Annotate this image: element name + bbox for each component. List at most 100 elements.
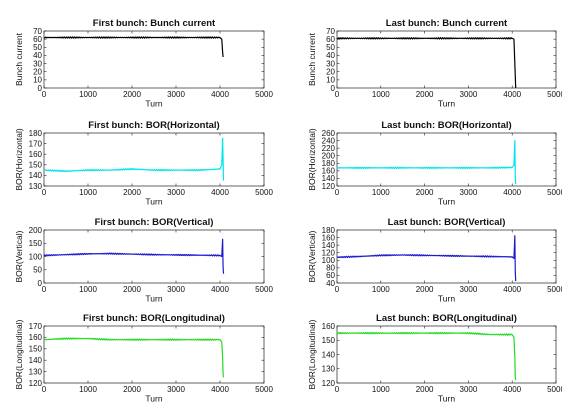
- plot-frame: [43, 229, 265, 284]
- x-axis-label: Turn: [145, 294, 162, 304]
- y-tick-label: 0: [38, 279, 43, 288]
- y-tick-label: 50: [326, 43, 335, 52]
- x-tick-label: 0: [42, 385, 47, 394]
- x-tick-label: 4000: [211, 90, 229, 99]
- plot-frame: [336, 132, 557, 187]
- series-line: [43, 238, 225, 274]
- x-tick-label: 5000: [547, 385, 562, 394]
- chart-panel-8: Last bunch: BOR(Longitudinal) 0 1000 2000 30…: [307, 313, 562, 404]
- x-tick-label: 2000: [123, 188, 141, 197]
- chart-title: Last bunch: BOR(Longitudinal): [376, 313, 517, 324]
- chart-title: Last bunch: BOR(Horizontal): [381, 120, 511, 131]
- y-axis-label: Bunch current: [14, 32, 24, 86]
- y-tick-label: 70: [326, 27, 335, 36]
- x-tick-label: 3000: [167, 90, 185, 99]
- y-tick-label: 170: [29, 139, 43, 148]
- x-tick-label: 5000: [547, 90, 562, 99]
- y-tick-label: 150: [29, 161, 43, 170]
- series-line: [43, 137, 225, 181]
- y-tick-label: 20: [33, 68, 42, 77]
- x-tick-label: 4000: [211, 385, 229, 394]
- y-axis-label: BOR(Horizontal): [307, 128, 317, 191]
- y-tick-label: 130: [322, 365, 336, 374]
- x-tick-label: 5000: [255, 90, 273, 99]
- x-tick-label: 0: [42, 285, 47, 294]
- y-tick-label: 150: [29, 345, 43, 354]
- y-tick-label: 140: [29, 356, 43, 365]
- y-tick-label: 0: [38, 84, 43, 93]
- y-tick-label: 60: [33, 35, 42, 44]
- x-tick-label: 0: [42, 188, 47, 197]
- x-tick-label: 3000: [167, 188, 185, 197]
- y-tick-label: 30: [33, 59, 42, 68]
- x-tick-label: 1000: [372, 385, 390, 394]
- x-tick-label: 0: [335, 188, 340, 197]
- y-tick-label: 50: [33, 43, 42, 52]
- x-tick-label: 3000: [460, 90, 478, 99]
- plot-frame: [336, 325, 557, 384]
- chart-panel-6: Last bunch: BOR(Vertical) 0 1000 2000 3000 40…: [307, 217, 562, 304]
- y-axis-label: Bunch current: [307, 32, 317, 86]
- x-axis-label: Turn: [438, 99, 455, 109]
- series-line: [336, 37, 517, 89]
- x-tick-label: 5000: [255, 285, 273, 294]
- y-tick-label: 80: [326, 264, 335, 273]
- x-tick-label: 2000: [123, 385, 141, 394]
- x-tick-label: 1000: [79, 90, 97, 99]
- x-tick-label: 4000: [503, 385, 521, 394]
- y-tick-label: 160: [322, 233, 336, 242]
- y-tick-label: 40: [326, 279, 335, 288]
- x-tick-label: 2000: [416, 188, 434, 197]
- y-tick-label: 130: [29, 367, 43, 376]
- chart-title: Last bunch: Bunch current: [386, 18, 508, 29]
- y-tick-label: 130: [29, 182, 43, 191]
- x-tick-label: 4000: [503, 188, 521, 197]
- x-tick-label: 0: [335, 285, 340, 294]
- y-tick-label: 10: [326, 76, 335, 85]
- chart-panel-1: First bunch: Bunch current 0 1000 2000 3000 4…: [14, 18, 273, 109]
- x-tick-label: 4000: [503, 90, 521, 99]
- y-tick-label: 150: [29, 239, 43, 248]
- x-tick-label: 2000: [416, 90, 434, 99]
- x-axis-label: Turn: [438, 197, 455, 207]
- chart-title: Last bunch: BOR(Vertical): [388, 217, 506, 228]
- x-tick-label: 1000: [372, 90, 390, 99]
- x-tick-label: 1000: [79, 188, 97, 197]
- x-tick-label: 2000: [123, 285, 141, 294]
- x-tick-label: 3000: [167, 385, 185, 394]
- series-line: [336, 235, 517, 282]
- plot-frame: [43, 132, 265, 187]
- x-tick-label: 3000: [460, 285, 478, 294]
- y-tick-label: 140: [322, 174, 336, 183]
- plot-frame: [336, 30, 557, 89]
- chart-panel-5: First bunch: BOR(Vertical)0 1000 2000 3000 4…: [14, 217, 273, 304]
- chart-panel-7: First bunch: BOR(Longitudinal) 0 1000 2000 3…: [14, 313, 273, 404]
- x-axis-label: Turn: [438, 294, 455, 304]
- y-tick-label: 40: [33, 51, 42, 60]
- plot-frame: [43, 30, 265, 89]
- x-tick-label: 4000: [503, 285, 521, 294]
- x-tick-label: 1000: [79, 285, 97, 294]
- y-axis-label: BOR(Longitudinal): [14, 319, 24, 389]
- y-tick-label: 120: [322, 182, 336, 191]
- y-tick-label: 120: [322, 249, 336, 258]
- y-tick-label: 140: [322, 350, 336, 359]
- y-tick-label: 120: [29, 379, 43, 388]
- x-tick-label: 5000: [547, 285, 562, 294]
- x-tick-label: 0: [335, 385, 340, 394]
- x-axis-label: Turn: [145, 99, 162, 109]
- y-tick-label: 160: [29, 333, 43, 342]
- series-line: [336, 331, 517, 381]
- y-tick-label: 0: [331, 84, 336, 93]
- x-tick-label: 3000: [167, 285, 185, 294]
- x-tick-label: 2000: [416, 285, 434, 294]
- y-tick-label: 20: [326, 68, 335, 77]
- x-tick-label: 4000: [211, 188, 229, 197]
- y-tick-label: 140: [29, 171, 43, 180]
- y-axis-label: BOR(Vertical): [307, 230, 317, 282]
- chart-title: First bunch: BOR(Vertical): [95, 217, 214, 228]
- y-tick-label: 120: [322, 379, 336, 388]
- y-tick-label: 30: [326, 59, 335, 68]
